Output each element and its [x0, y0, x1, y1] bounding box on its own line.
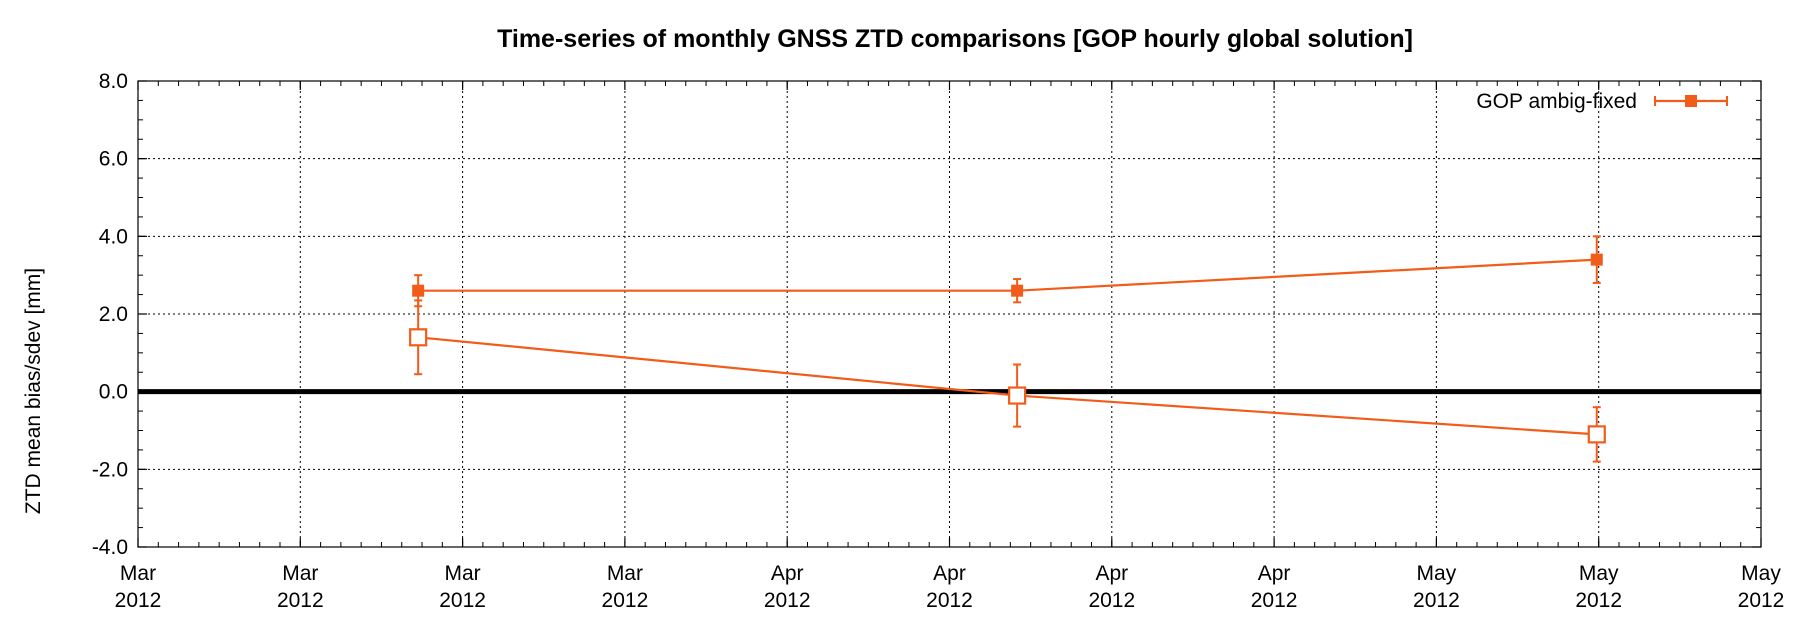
x-tick-label: 2012: [1413, 589, 1460, 612]
x-tick-label: 2012: [439, 589, 486, 612]
y-tick-label: -2.0: [92, 458, 128, 481]
data-point: [1008, 386, 1027, 405]
data-point: [409, 328, 428, 347]
x-tick-label: Mar: [607, 562, 643, 585]
y-tick-label: 0.0: [99, 381, 128, 404]
data-point: [1587, 425, 1606, 444]
y-tick-label: 2.0: [99, 303, 128, 326]
x-tick-label: 2012: [277, 589, 324, 612]
x-tick-label: Apr: [1258, 562, 1291, 585]
x-tick-label: Apr: [933, 562, 966, 585]
legend-label: GOP ambig-fixed: [1476, 90, 1637, 113]
legend-symbol: [1654, 95, 1728, 107]
series-1: [412, 235, 1603, 308]
y-axis-label: ZTD mean bias/sdev [mm]: [22, 268, 45, 514]
x-tick-label: 2012: [115, 589, 162, 612]
x-tick-label: 2012: [602, 589, 649, 612]
series: [409, 235, 1606, 463]
x-tick-label: May: [1417, 562, 1457, 585]
x-tick-label: 2012: [764, 589, 811, 612]
y-tick-label: 4.0: [99, 225, 128, 248]
chart-title: Time-series of monthly GNSS ZTD comparis…: [497, 25, 1413, 53]
series-2: [409, 299, 1606, 463]
x-tick-label: 2012: [926, 589, 973, 612]
data-point: [412, 284, 425, 297]
x-tick-label: Mar: [445, 562, 481, 585]
y-tick-label: 8.0: [99, 70, 128, 93]
x-tick-label: 2012: [1738, 589, 1785, 612]
x-tick-label: May: [1741, 562, 1781, 585]
series-line: [418, 336, 1597, 436]
ticks: 8.0 6.0 4.0 2.0 0.0 -2.0 -4.0 Mar 2012 Mar 2012 Mar…: [92, 70, 1785, 612]
x-tick-label: Mar: [120, 562, 156, 585]
legend: GOP ambig-fixed: [1476, 90, 1728, 113]
data-point: [1011, 284, 1024, 297]
x-tick-label: Apr: [1095, 562, 1128, 585]
x-tick-label: 2012: [1251, 589, 1298, 612]
x-tick-label: Apr: [771, 562, 804, 585]
y-tick-label: 6.0: [99, 148, 128, 171]
x-tick-label: Mar: [282, 562, 318, 585]
x-tick-label: 2012: [1575, 589, 1622, 612]
x-tick-label: May: [1579, 562, 1619, 585]
data-point: [1590, 253, 1603, 266]
series-line: [418, 258, 1597, 292]
x-tick-label: 2012: [1088, 589, 1135, 612]
grid: [138, 81, 1761, 547]
legend-marker: [1685, 95, 1697, 107]
y-tick-label: -4.0: [92, 536, 128, 559]
